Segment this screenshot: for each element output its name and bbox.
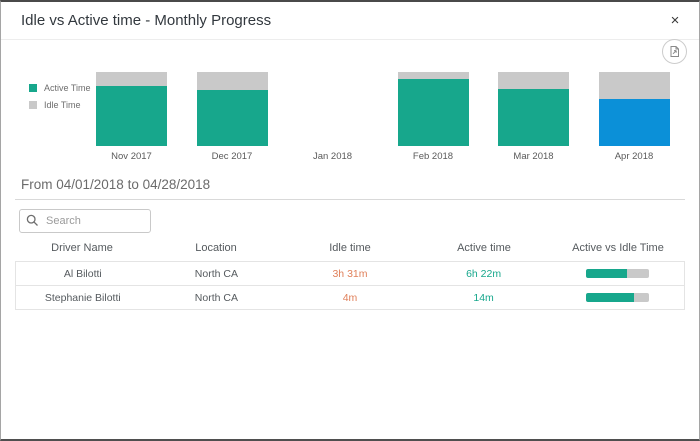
chart-column: Mar 2018 (498, 72, 569, 162)
month-label: Feb 2018 (412, 151, 454, 162)
driver-name-cell: Stephanie Bilotti (44, 291, 121, 304)
active-segment (196, 90, 268, 146)
column-header-idle-time: Idle time (329, 242, 371, 254)
month-label: Jan 2018 (312, 151, 353, 162)
legend-item-active: Active Time (29, 83, 91, 93)
section-divider (15, 199, 685, 200)
column-header-location: Location (195, 242, 237, 254)
month-label: Nov 2017 (111, 151, 152, 162)
location-cell: North CA (194, 291, 238, 304)
active-ratio-fill (585, 269, 627, 279)
active-vs-idle-cell (550, 268, 684, 280)
stacked-bar[interactable] (96, 72, 167, 146)
active-time-cell: 6h 22m (466, 267, 502, 280)
chart-column: Feb 2018 (397, 72, 469, 162)
column-header-active-time: Active time (457, 242, 511, 254)
chart-column: Apr 2018 (598, 72, 670, 162)
chart-bars: Nov 2017 Dec 2017 Jan 2018 Feb 2018 Mar 2018… (96, 72, 670, 162)
modal-title: Idle vs Active time - Monthly Progress (21, 12, 272, 29)
active-time-swatch (29, 84, 37, 92)
idle-segment (196, 72, 268, 90)
month-label: Dec 2017 (211, 151, 253, 162)
modal-header: Idle vs Active time - Monthly Progress × (1, 2, 699, 40)
table-body: Al Bilotti North CA 3h 31m 6h 22m Stephanie … (15, 261, 685, 310)
stacked-bar[interactable] (397, 72, 469, 146)
chart-column: Nov 2017 (96, 72, 167, 162)
active-segment (397, 79, 469, 146)
search-input[interactable] (19, 209, 151, 233)
driver-name-cell: Al Bilotti (63, 267, 102, 280)
export-report-button[interactable] (662, 39, 687, 64)
table-header-row: Driver Name Location Idle time Active ti… (15, 242, 685, 254)
export-report-icon (670, 46, 679, 57)
active-segment (96, 86, 167, 146)
monthly-progress-chart: Active Time Idle Time Nov 2017 Dec 2017 Ja… (1, 64, 699, 170)
active-time-cell: 14m (473, 291, 494, 304)
column-header-active-vs-idle: Active vs Idle Time (572, 242, 664, 254)
active-vs-idle-cell (550, 292, 684, 304)
stacked-bar (297, 72, 368, 146)
table-row[interactable]: Stephanie Bilotti North CA 4m 14m (15, 285, 685, 310)
stacked-bar[interactable] (598, 72, 670, 146)
location-cell: North CA (194, 267, 238, 280)
active-ratio-fill (585, 293, 635, 303)
idle-time-cell: 4m (342, 291, 358, 304)
idle-segment (598, 72, 670, 99)
idle-time-swatch (29, 101, 37, 109)
active-segment (498, 89, 569, 146)
table-row[interactable]: Al Bilotti North CA 3h 31m 6h 22m (15, 261, 685, 286)
active-vs-idle-bar (585, 293, 649, 303)
driver-table: Driver Name Location Idle time Active ti… (15, 242, 685, 310)
idle-time-cell: 3h 31m (332, 267, 368, 280)
idle-segment (96, 72, 167, 86)
active-segment (598, 99, 670, 146)
idle-segment (397, 72, 469, 79)
legend-label: Active Time (44, 83, 91, 93)
month-label: Mar 2018 (513, 151, 554, 162)
search-box (19, 209, 151, 233)
active-vs-idle-bar (585, 269, 649, 279)
period-heading: From 04/01/2018 to 04/28/2018 (21, 177, 211, 192)
column-header-driver-name: Driver Name (51, 242, 113, 254)
legend-label: Idle Time (44, 100, 81, 110)
chart-column: Dec 2017 (196, 72, 268, 162)
chart-column: Jan 2018 (297, 72, 368, 162)
stacked-bar[interactable] (498, 72, 569, 146)
month-label: Apr 2018 (614, 151, 654, 162)
stacked-bar[interactable] (196, 72, 268, 146)
search-icon (26, 214, 38, 226)
close-icon[interactable]: × (665, 11, 685, 31)
legend-item-idle: Idle Time (29, 100, 91, 110)
chart-legend: Active Time Idle Time (29, 83, 91, 117)
idle-segment (498, 72, 569, 89)
